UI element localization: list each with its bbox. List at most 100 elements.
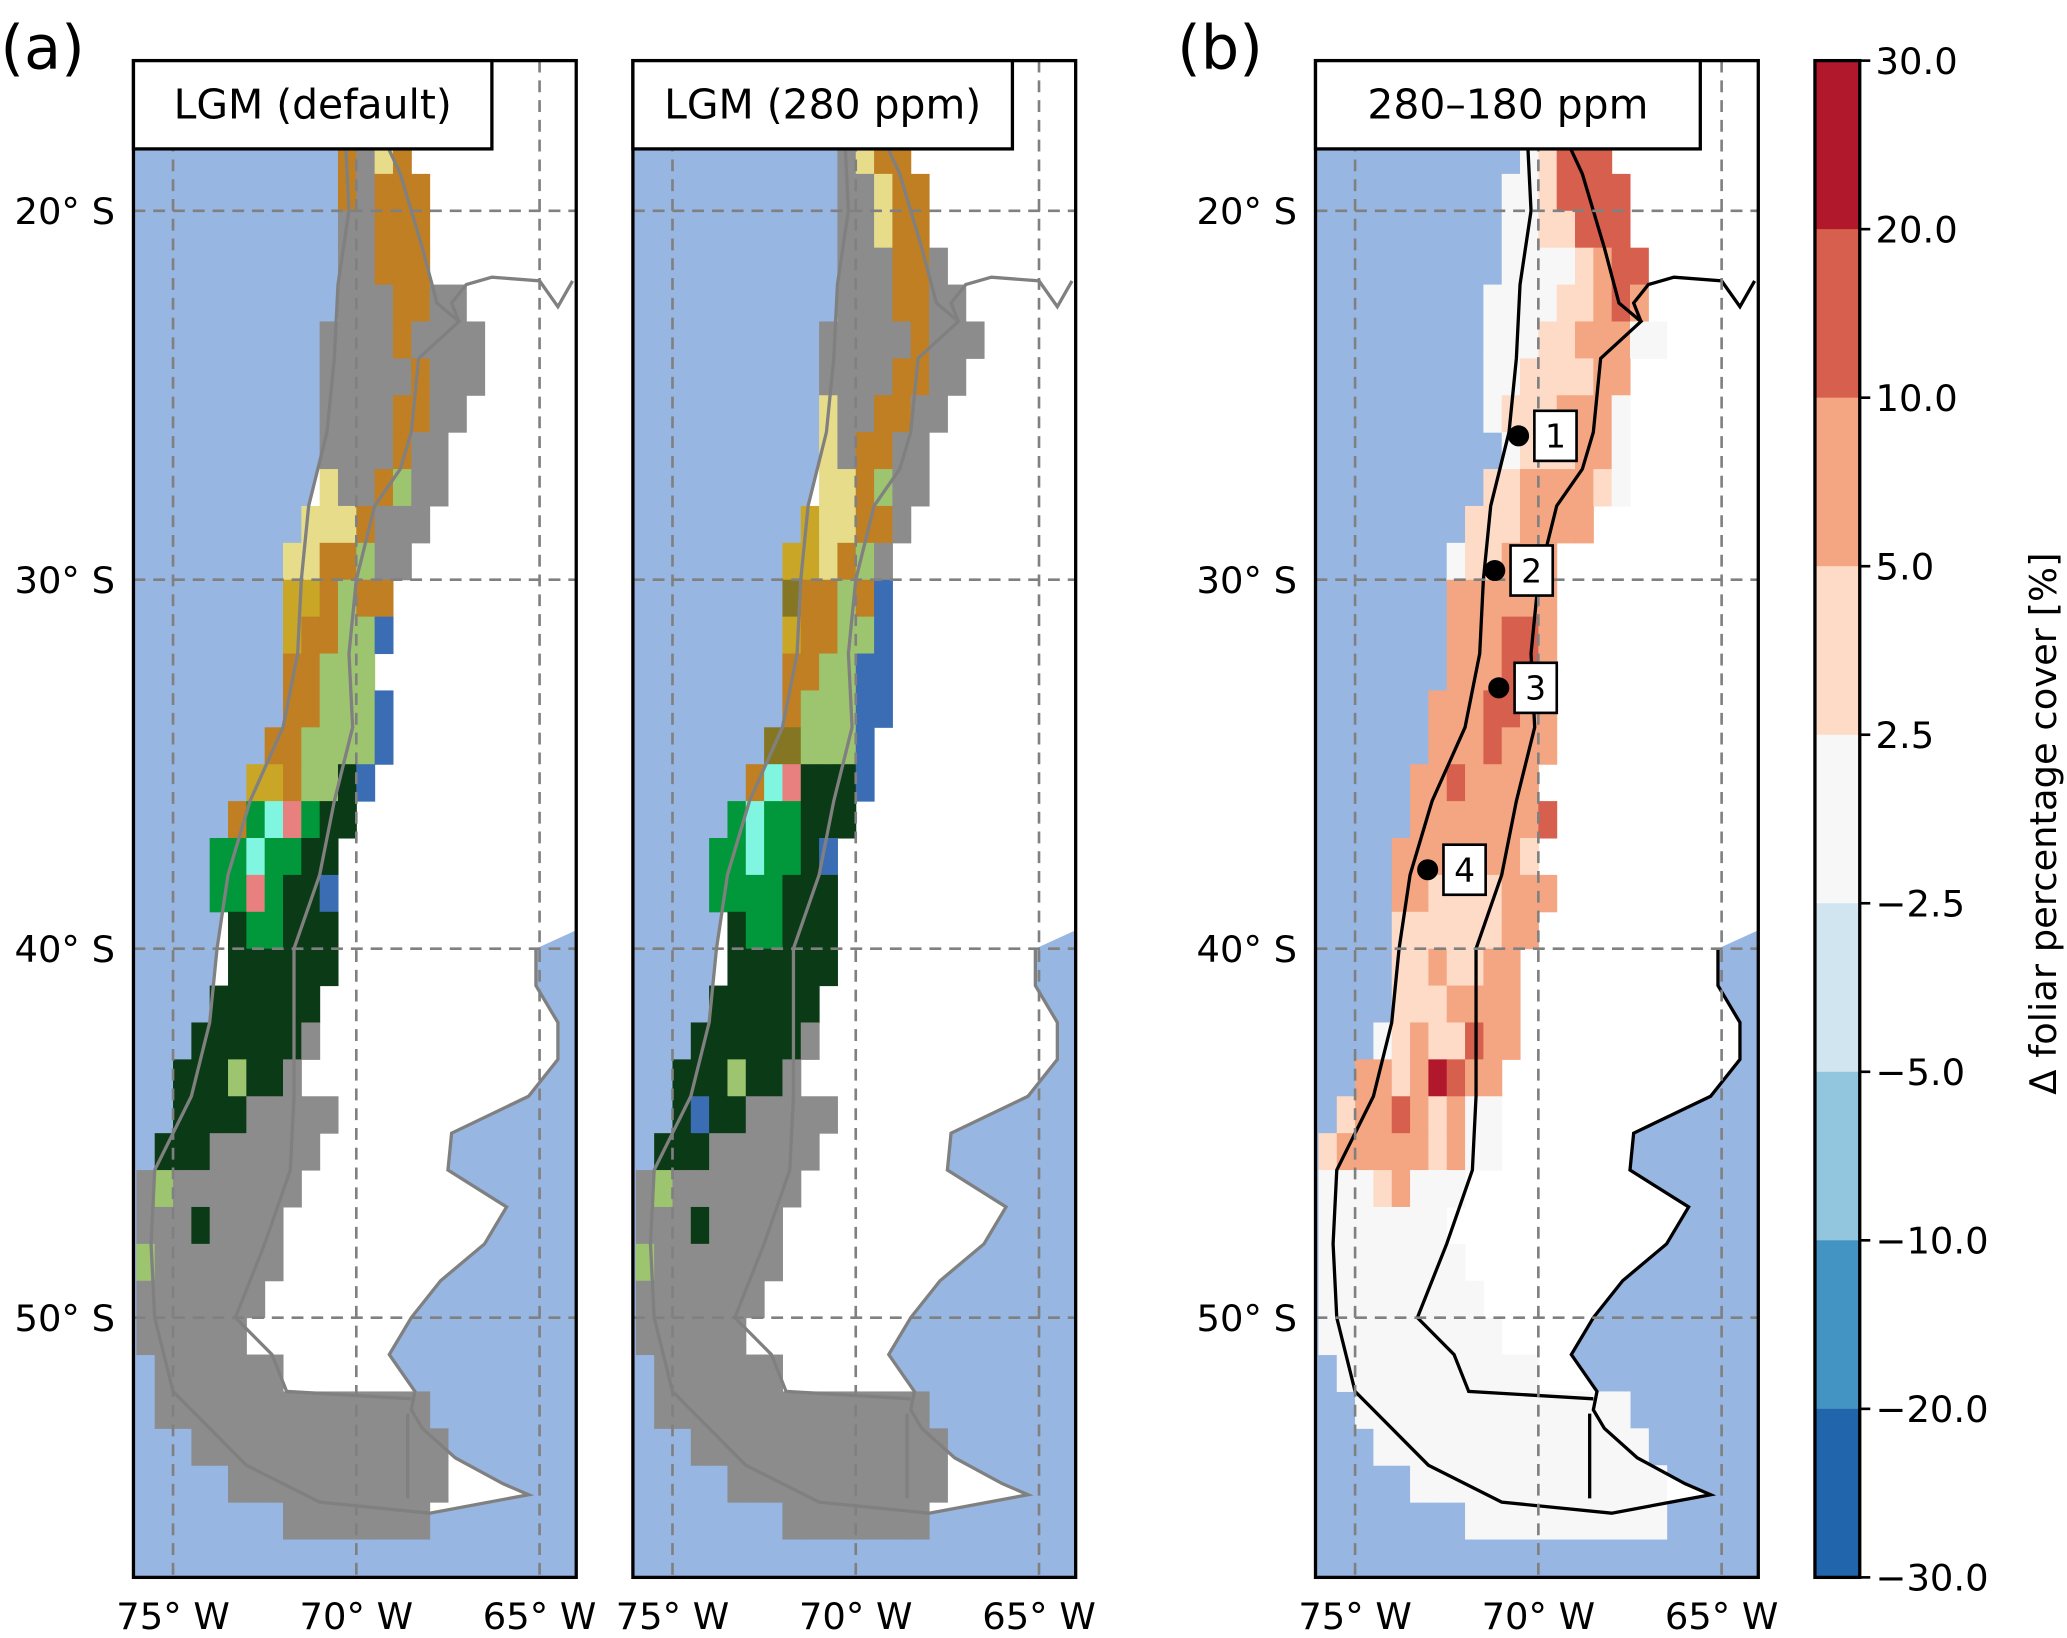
grid-cell — [356, 210, 376, 249]
grid-cell — [1318, 1133, 1338, 1171]
lon-tick-label: 65° W — [483, 1595, 597, 1638]
grid-cell — [1428, 948, 1448, 987]
grid-cell — [1501, 210, 1521, 249]
grid-cell — [800, 1391, 820, 1429]
grid-cell — [709, 1428, 728, 1466]
grid-cell — [392, 395, 412, 433]
grid-cell — [228, 1465, 247, 1503]
grid-cell — [672, 1391, 692, 1429]
grid-cell — [1483, 764, 1503, 802]
grid-cell — [1410, 1280, 1429, 1319]
site-label-box — [1533, 409, 1578, 463]
grid-cell — [837, 542, 857, 581]
grid-cell — [1538, 874, 1558, 913]
grid-cell — [447, 284, 467, 322]
grid-cell — [1446, 764, 1466, 802]
grid-cell — [154, 1280, 174, 1319]
grid-cell — [1355, 1170, 1374, 1208]
grid-cell — [1446, 801, 1466, 839]
grid-cell — [892, 1502, 912, 1540]
boundary-line — [732, 117, 961, 1401]
grid-cell — [356, 690, 376, 728]
grid-cell — [874, 210, 893, 249]
grid-cell — [356, 727, 376, 765]
title-box — [631, 58, 1015, 151]
panel-label-b: (b) — [1177, 14, 1263, 84]
grid-cell — [1483, 911, 1503, 950]
grid-cell — [356, 1502, 376, 1540]
colorbar-tick-label: 20.0 — [1876, 208, 1958, 251]
ocean-area — [1315, 60, 1759, 1578]
grid-cell — [1428, 1170, 1448, 1208]
grid-cell — [411, 505, 431, 544]
grid-cell — [1520, 838, 1539, 876]
grid-cell — [745, 1465, 765, 1503]
grid-cell — [466, 321, 486, 359]
grid-cell — [337, 616, 357, 655]
grid-cell — [154, 1170, 174, 1208]
grid-cell — [1538, 616, 1558, 655]
grid-cell — [1373, 1428, 1393, 1466]
grid-cell — [374, 616, 394, 655]
lon-tick-label: 75° W — [616, 1595, 730, 1638]
grid-cell — [283, 727, 302, 765]
grid-cell — [1355, 1317, 1374, 1356]
grid-cell — [264, 1170, 284, 1208]
grid-cell — [1501, 469, 1521, 507]
grid-cell — [1391, 838, 1411, 876]
grid-cell — [837, 1428, 857, 1466]
grid-cell — [1428, 1133, 1448, 1171]
grid-cell — [635, 1280, 655, 1319]
grid-cell — [356, 173, 376, 212]
grid-cell — [246, 838, 266, 876]
grid-cell — [209, 1428, 229, 1466]
grid-cell — [1593, 210, 1613, 249]
grid-cell — [1575, 247, 1594, 286]
colorbar: 30.0 20.0 10.0 5.0 2.5 −2.5 −5.0 −10.0 −20.0 −30.… — [1813, 40, 1989, 1600]
grid-cell — [1373, 1317, 1393, 1356]
grid-cell — [764, 1022, 783, 1060]
grid-cell — [209, 985, 229, 1024]
grid-cell — [283, 1428, 302, 1466]
colorbar-bin — [1814, 734, 1860, 904]
grid-cell — [1428, 911, 1448, 950]
grid-cell — [1428, 764, 1448, 802]
grid-cell — [356, 1428, 376, 1466]
grid-cell — [283, 1502, 302, 1540]
grid-cell — [1501, 874, 1521, 913]
grid-cell — [356, 579, 376, 618]
grid-cell — [892, 321, 912, 359]
grid-cell — [745, 911, 765, 950]
grid-cell — [319, 1465, 339, 1503]
grid-cell — [1501, 727, 1521, 765]
grid-cell — [1629, 1502, 1649, 1540]
lat-tick-label: 40° S — [1197, 928, 1298, 971]
site-marker-4: 4 — [1417, 843, 1487, 897]
grid-cell — [1446, 1280, 1466, 1319]
grid-cell — [1446, 1317, 1466, 1356]
grid-cell — [727, 1243, 747, 1282]
grid-cell — [319, 1428, 339, 1466]
grid-cell — [1336, 1354, 1356, 1392]
grid-cell — [246, 948, 266, 987]
grid-cell — [337, 395, 357, 433]
grid-cell — [745, 838, 765, 876]
panel-title: 280–180 ppm — [1367, 81, 1648, 129]
grid-cell — [1611, 210, 1631, 249]
grid-cell — [411, 210, 431, 249]
grid-cell — [1501, 1391, 1521, 1429]
grid-cell — [672, 1170, 692, 1208]
grid-cell — [1538, 284, 1558, 322]
grid-cell — [1501, 616, 1521, 655]
grid-cell — [264, 1243, 284, 1282]
grid-cell — [209, 1243, 229, 1282]
grid-cell — [1556, 210, 1576, 249]
grid-cell — [855, 1465, 875, 1503]
grid-cell — [874, 1391, 893, 1429]
grid-cell — [709, 1096, 728, 1134]
grid-cell — [1391, 1317, 1411, 1356]
site-label-box — [1509, 544, 1555, 597]
grid-cell — [727, 1317, 747, 1356]
grid-cell — [874, 247, 893, 286]
coastline — [149, 63, 560, 1515]
